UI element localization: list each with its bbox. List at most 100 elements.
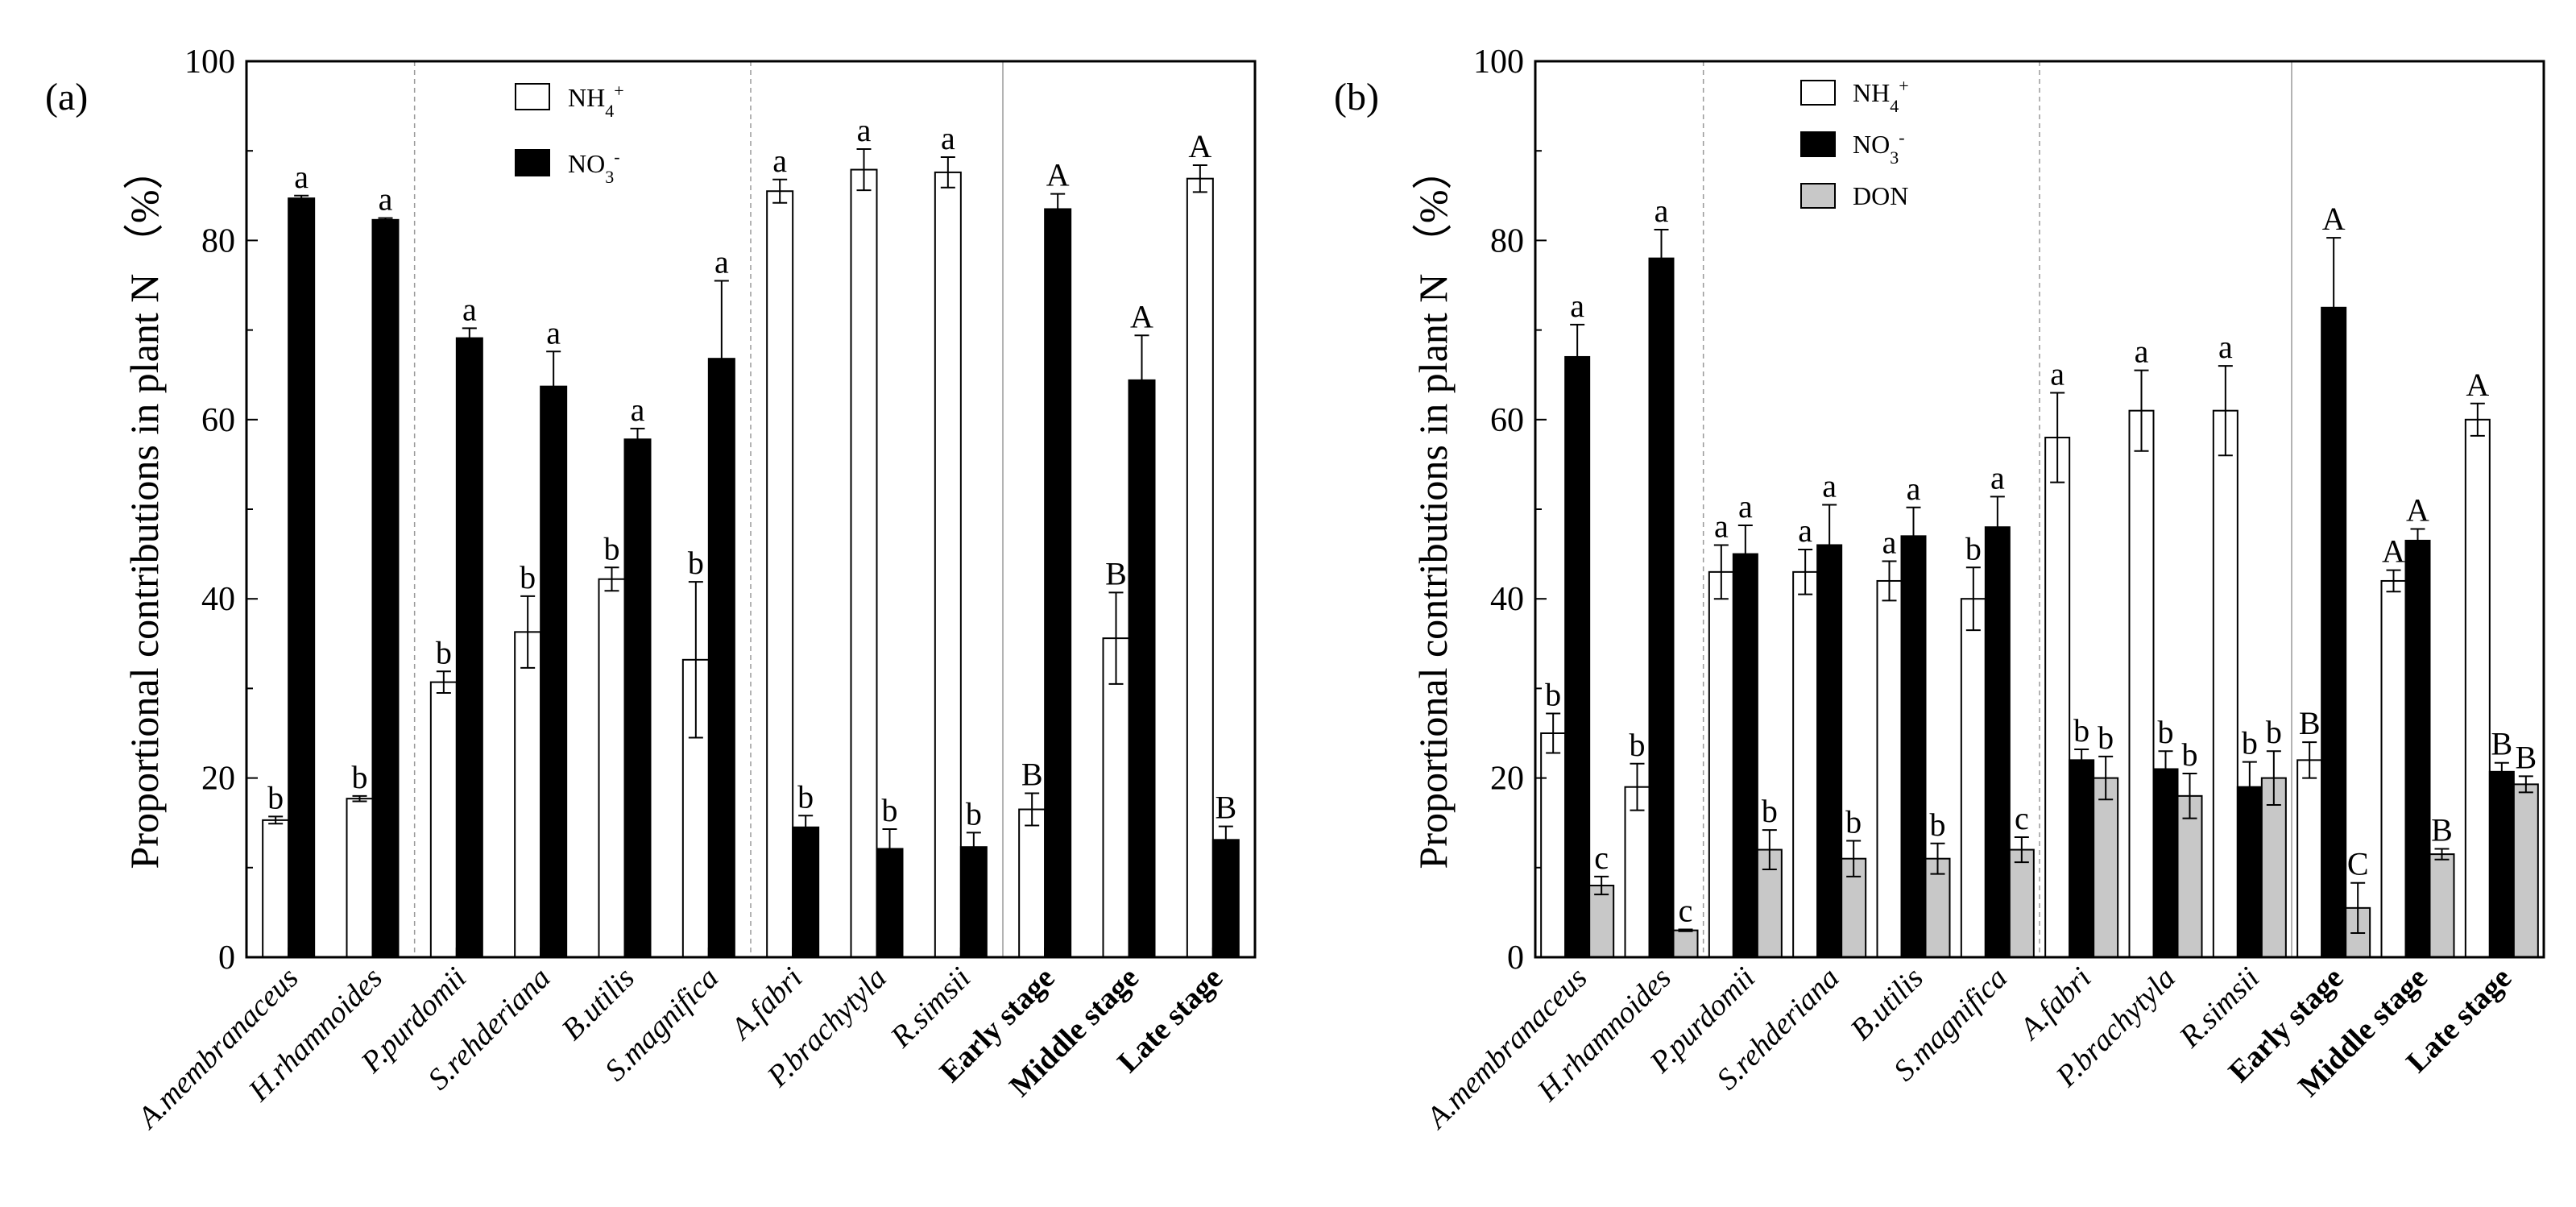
significance-label: a [1714,508,1729,544]
bar-no3 [1128,379,1156,958]
significance-label: c [1594,840,1609,876]
significance-label: b [797,778,814,815]
bar-no3 [455,337,483,959]
significance-label: b [604,530,620,566]
significance-label: a [379,181,393,218]
significance-label: a [546,314,561,350]
bar-nh4 [1876,579,1903,959]
bar-no3 [288,197,316,959]
y-axis-title: Proportional contributions in plant N （%… [122,150,167,869]
bar-nh4 [1540,732,1567,958]
significance-label: a [714,243,729,280]
bar-don [2176,794,2203,959]
significance-label: A [1188,128,1211,164]
bar-no3 [1564,355,1591,958]
significance-label: B [1021,757,1043,793]
significance-label: a [1990,459,2005,496]
significance-label: a [1822,467,1837,504]
significance-label: a [2050,355,2065,392]
bar-no3 [623,438,652,958]
significance-label: c [1679,893,1693,929]
significance-label: b [1930,807,1946,843]
significance-label: B [2431,811,2453,848]
legend-swatch-no3 [515,149,550,176]
significance-label: b [267,779,284,815]
significance-label: b [688,545,704,581]
legend-swatch-nh4 [1800,80,1836,106]
bar-no3 [1900,535,1927,958]
significance-label: a [1570,288,1584,324]
y-tick-label: 0 [1507,939,1524,977]
significance-label: a [1907,471,1921,507]
significance-label: a [2218,329,2233,365]
bar-nh4 [1186,177,1214,958]
y-tick-label: 80 [1490,222,1524,259]
bar-don [2512,783,2539,958]
bar-nh4 [514,631,542,958]
significance-label: a [1655,193,1669,229]
y-tick-label: 60 [1490,402,1524,439]
significance-label: A [2322,201,2346,237]
significance-label: B [2491,726,2512,762]
bar-don [2008,848,2035,959]
significance-label: b [352,759,368,795]
significance-label: b [1762,793,1778,829]
significance-label: a [631,392,645,428]
y-tick-label: 100 [1473,44,1524,81]
bar-no3 [371,218,400,959]
significance-label: A [2382,533,2405,570]
significance-label: b [2098,720,2114,756]
significance-label: B [1215,790,1236,826]
significance-label: B [1105,555,1127,591]
bar-nh4 [850,168,878,958]
significance-label: A [1046,157,1070,193]
legend-label-don: DON [1853,181,1908,210]
significance-label: a [2135,334,2149,370]
legend-swatch-don [1800,183,1836,209]
significance-label: A [1130,298,1153,334]
significance-label: b [1965,530,1982,566]
y-tick-label: 0 [218,939,235,977]
bar-nh4 [1624,786,1650,958]
significance-label: A [2406,492,2429,528]
bar-no3 [792,826,820,959]
significance-label: a [941,120,955,156]
bar-no3 [1044,208,1072,959]
significance-label: C [2347,846,2369,882]
bar-nh4 [2128,409,2155,958]
bar-nh4 [2464,418,2491,958]
bar-nh4 [1960,598,1986,958]
bar-don [1672,929,1699,959]
bar-no3 [2069,759,2095,958]
bar-don [1588,885,1615,959]
significance-label: a [1882,524,1897,560]
bar-nh4 [262,819,290,959]
significance-label: a [1798,512,1812,549]
y-tick-label: 80 [201,222,235,259]
y-tick-label: 60 [201,402,235,439]
y-tick-label: 20 [1490,761,1524,798]
significance-label: B [2515,739,2537,775]
bar-no3 [1211,839,1240,958]
bar-nh4 [2296,759,2323,958]
y-tick-label: 20 [201,761,235,798]
bar-nh4 [2380,579,2407,959]
significance-label: A [2466,367,2489,403]
bar-no3 [959,846,988,958]
bar-no3 [1816,544,1843,958]
significance-label: b [2158,714,2174,750]
legend-swatch-no3 [1800,131,1836,157]
bar-no3 [707,358,735,958]
legend-label-no3: NO3- [1853,127,1905,168]
significance-label: b [882,792,898,828]
bar-nh4 [2044,437,2071,958]
significance-label: b [966,795,982,832]
significance-label: a [772,143,787,179]
bar-nh4 [2212,409,2238,958]
bar-nh4 [1708,570,1734,959]
significance-label: a [462,291,477,327]
bar-don [2260,777,2287,958]
significance-label: b [1845,803,1862,840]
bar-nh4 [429,681,458,959]
